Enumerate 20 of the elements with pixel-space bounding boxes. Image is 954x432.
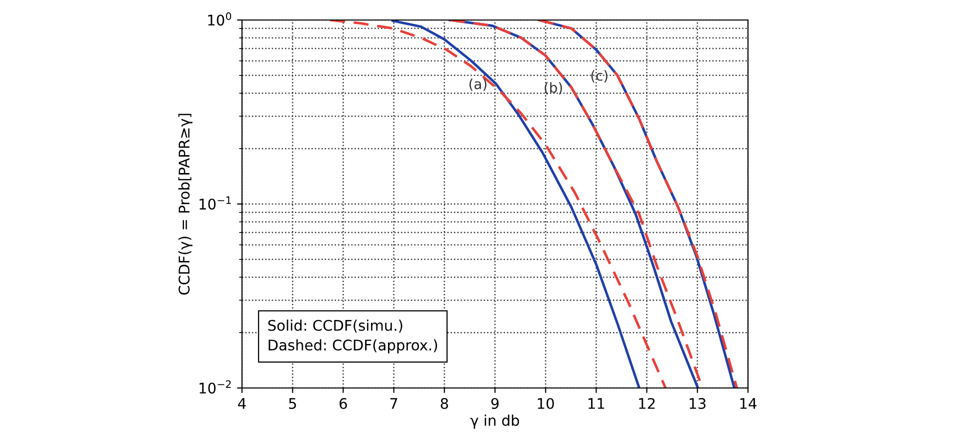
x-tick-label: 4 [238,398,246,409]
x-tick-label: 14 [740,398,756,409]
x-tick-label: 11 [588,398,604,409]
x-tick-label: 10 [538,398,554,410]
x-tick-label: 13 [690,398,706,410]
y-tick-label: 10$^{0}$ [208,12,232,26]
y-axis-title: CCDF(γ) = Prob[PAPR≥γ] [178,114,192,295]
x-tick-label: 8 [440,398,448,410]
x-tick-label: 12 [639,398,655,409]
x-tick-label: 5 [289,398,296,410]
series-label: (c) [591,70,608,82]
x-tick-label: 9 [491,398,499,410]
y-tick-label: 10$^{−1}$ [200,196,231,210]
annotation: Solid: CCDF(simu.) Dashed: CCDF(approx.) [268,320,438,354]
x-axis-title: γ in db [470,414,520,429]
x-tick-label: 7 [390,398,398,409]
y-tick-label: 10$^{−2}$ [200,380,231,394]
series-label: (b) [544,82,562,94]
series-label: (a) [469,78,486,91]
x-tick-label: 6 [340,398,347,410]
